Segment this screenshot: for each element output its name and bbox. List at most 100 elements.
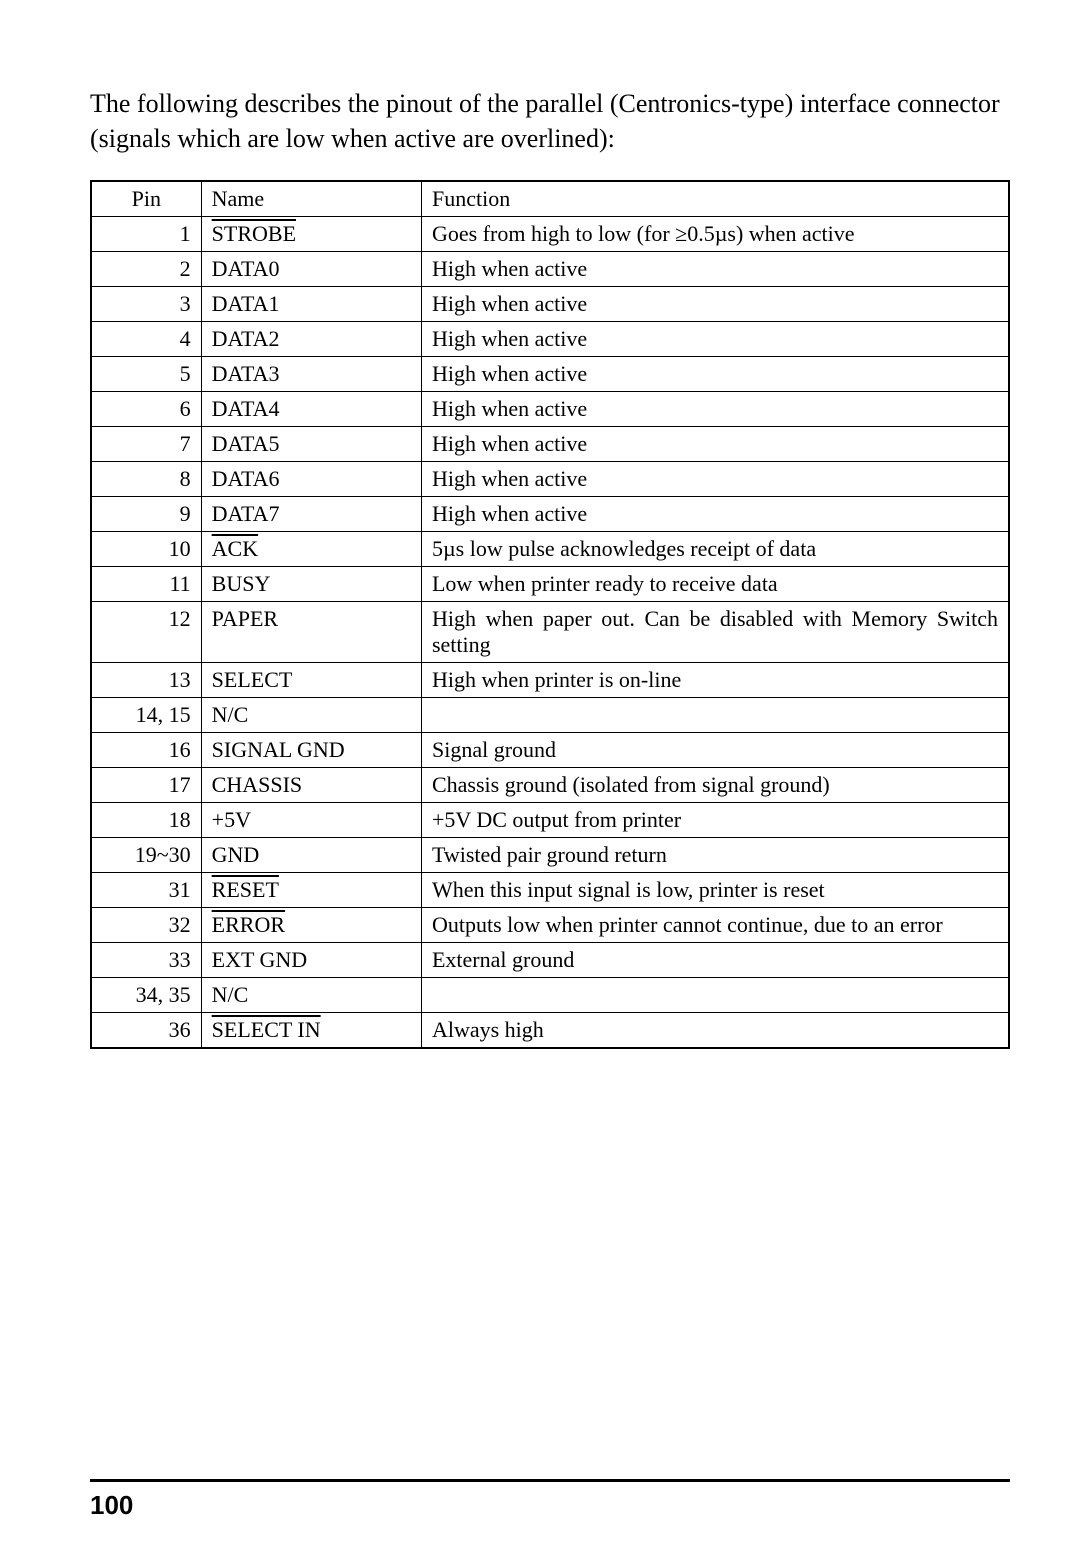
function-cell xyxy=(421,698,1009,733)
function-cell: High when active xyxy=(421,322,1009,357)
pin-cell: 11 xyxy=(91,567,201,602)
pin-cell: 14, 15 xyxy=(91,698,201,733)
pin-cell: 19~30 xyxy=(91,838,201,873)
function-cell: Goes from high to low (for ≥0.5µs) when … xyxy=(421,217,1009,252)
name-cell: DATA0 xyxy=(201,252,421,287)
table-row: 17CHASSISChassis ground (isolated from s… xyxy=(91,768,1009,803)
pin-cell: 2 xyxy=(91,252,201,287)
pinout-table: Pin Name Function 1STROBEGoes from high … xyxy=(90,180,1010,1049)
table-row: 11BUSYLow when printer ready to receive … xyxy=(91,567,1009,602)
table-row: 2DATA0High when active xyxy=(91,252,1009,287)
page-number: 100 xyxy=(90,1490,1010,1521)
table-row: 9DATA7High when active xyxy=(91,497,1009,532)
table-row: 34, 35N/C xyxy=(91,978,1009,1013)
name-cell: DATA3 xyxy=(201,357,421,392)
table-row: 33EXT GNDExternal ground xyxy=(91,943,1009,978)
table-row: 5DATA3High when active xyxy=(91,357,1009,392)
pin-cell: 34, 35 xyxy=(91,978,201,1013)
pin-cell: 6 xyxy=(91,392,201,427)
pin-cell: 5 xyxy=(91,357,201,392)
pin-cell: 4 xyxy=(91,322,201,357)
name-cell: N/C xyxy=(201,978,421,1013)
name-cell: N/C xyxy=(201,698,421,733)
function-cell: High when active xyxy=(421,427,1009,462)
name-cell: DATA6 xyxy=(201,462,421,497)
table-row: 32ERROROutputs low when printer cannot c… xyxy=(91,908,1009,943)
function-cell: External ground xyxy=(421,943,1009,978)
name-cell: SIGNAL GND xyxy=(201,733,421,768)
function-cell: Signal ground xyxy=(421,733,1009,768)
table-header-row: Pin Name Function xyxy=(91,181,1009,217)
name-cell: PAPER xyxy=(201,602,421,663)
function-cell: 5µs low pulse acknowledges receipt of da… xyxy=(421,532,1009,567)
table-row: 6DATA4High when active xyxy=(91,392,1009,427)
pin-cell: 32 xyxy=(91,908,201,943)
table-row: 18+5V+5V DC output from printer xyxy=(91,803,1009,838)
pin-cell: 17 xyxy=(91,768,201,803)
function-cell: High when printer is on-line xyxy=(421,663,1009,698)
name-cell: EXT GND xyxy=(201,943,421,978)
function-cell: Low when printer ready to receive data xyxy=(421,567,1009,602)
function-cell: High when active xyxy=(421,497,1009,532)
table-row: 16SIGNAL GNDSignal ground xyxy=(91,733,1009,768)
table-row: 3DATA1High when active xyxy=(91,287,1009,322)
function-cell: Outputs low when printer cannot continue… xyxy=(421,908,1009,943)
name-cell: RESET xyxy=(201,873,421,908)
name-cell: DATA2 xyxy=(201,322,421,357)
pin-cell: 36 xyxy=(91,1013,201,1049)
name-cell: ACK xyxy=(201,532,421,567)
table-row: 31RESETWhen this input signal is low, pr… xyxy=(91,873,1009,908)
pin-cell: 3 xyxy=(91,287,201,322)
function-cell: Chassis ground (isolated from signal gro… xyxy=(421,768,1009,803)
name-cell: STROBE xyxy=(201,217,421,252)
pin-cell: 10 xyxy=(91,532,201,567)
pin-cell: 16 xyxy=(91,733,201,768)
table-row: 13SELECTHigh when printer is on-line xyxy=(91,663,1009,698)
name-cell: SELECT IN xyxy=(201,1013,421,1049)
name-cell: SELECT xyxy=(201,663,421,698)
footer-rule xyxy=(90,1479,1010,1482)
table-row: 1STROBEGoes from high to low (for ≥0.5µs… xyxy=(91,217,1009,252)
name-cell: GND xyxy=(201,838,421,873)
pin-cell: 13 xyxy=(91,663,201,698)
name-cell: DATA4 xyxy=(201,392,421,427)
table-row: 7DATA5High when active xyxy=(91,427,1009,462)
name-cell: ERROR xyxy=(201,908,421,943)
pin-cell: 9 xyxy=(91,497,201,532)
function-cell: Twisted pair ground return xyxy=(421,838,1009,873)
name-cell: DATA7 xyxy=(201,497,421,532)
pin-cell: 18 xyxy=(91,803,201,838)
name-cell: +5V xyxy=(201,803,421,838)
pin-cell: 7 xyxy=(91,427,201,462)
function-cell: +5V DC output from printer xyxy=(421,803,1009,838)
function-cell: High when paper out. Can be disabled wit… xyxy=(421,602,1009,663)
name-cell: BUSY xyxy=(201,567,421,602)
name-cell: CHASSIS xyxy=(201,768,421,803)
table-row: 10ACK5µs low pulse acknowledges receipt … xyxy=(91,532,1009,567)
name-cell: DATA1 xyxy=(201,287,421,322)
function-cell: High when active xyxy=(421,252,1009,287)
table-row: 4DATA2High when active xyxy=(91,322,1009,357)
function-cell: When this input signal is low, printer i… xyxy=(421,873,1009,908)
pin-cell: 33 xyxy=(91,943,201,978)
function-cell xyxy=(421,978,1009,1013)
function-cell: High when active xyxy=(421,462,1009,497)
name-cell: DATA5 xyxy=(201,427,421,462)
header-function: Function xyxy=(421,181,1009,217)
intro-paragraph: The following describes the pinout of th… xyxy=(90,86,1010,156)
pin-cell: 12 xyxy=(91,602,201,663)
function-cell: High when active xyxy=(421,287,1009,322)
table-row: 12PAPERHigh when paper out. Can be disab… xyxy=(91,602,1009,663)
table-row: 14, 15N/C xyxy=(91,698,1009,733)
pin-cell: 31 xyxy=(91,873,201,908)
table-row: 8DATA6High when active xyxy=(91,462,1009,497)
pin-cell: 8 xyxy=(91,462,201,497)
table-row: 19~30GNDTwisted pair ground return xyxy=(91,838,1009,873)
header-name: Name xyxy=(201,181,421,217)
function-cell: Always high xyxy=(421,1013,1009,1049)
function-cell: High when active xyxy=(421,357,1009,392)
pin-cell: 1 xyxy=(91,217,201,252)
header-pin: Pin xyxy=(91,181,201,217)
table-row: 36SELECT INAlways high xyxy=(91,1013,1009,1049)
function-cell: High when active xyxy=(421,392,1009,427)
